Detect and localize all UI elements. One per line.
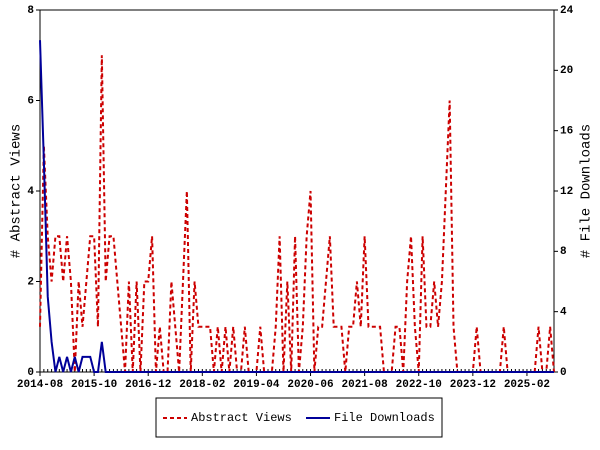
y2-tick-label: 24 [560,5,574,17]
y2-axis-label: # File Downloads [579,124,595,258]
y2-tick-label: 8 [560,246,567,258]
x-tick-label: 2016-12 [125,379,171,391]
x-tick-label: 2014-08 [17,379,64,391]
x-tick-label: 2015-10 [71,379,117,391]
y2-tick-label: 12 [560,186,573,198]
y-tick-label: 0 [27,367,34,379]
y-tick-label: 6 [27,95,34,107]
y-tick-label: 8 [27,5,34,17]
y-axis-label: # Abstract Views [9,124,25,258]
y2-tick-label: 20 [560,65,573,77]
y-tick-label: 2 [27,276,34,288]
x-tick-label: 2020-06 [287,379,333,391]
legend-label: Abstract Views [191,411,292,425]
x-tick-label: 2018-02 [179,379,225,391]
y-tick-label: 4 [27,186,34,198]
x-tick-label: 2025-02 [504,379,550,391]
x-tick-label: 2023-12 [450,379,496,391]
y2-tick-label: 0 [560,367,567,379]
legend-box [155,397,443,438]
y2-tick-label: 16 [560,126,573,138]
legend-label: File Downloads [334,411,435,425]
x-tick-label: 2022-10 [396,379,442,391]
x-tick-label: 2019-04 [233,379,280,391]
series-line [39,40,554,373]
y2-tick-label: 4 [560,307,567,319]
series-line [39,55,555,373]
x-tick-label: 2021-08 [342,379,389,391]
